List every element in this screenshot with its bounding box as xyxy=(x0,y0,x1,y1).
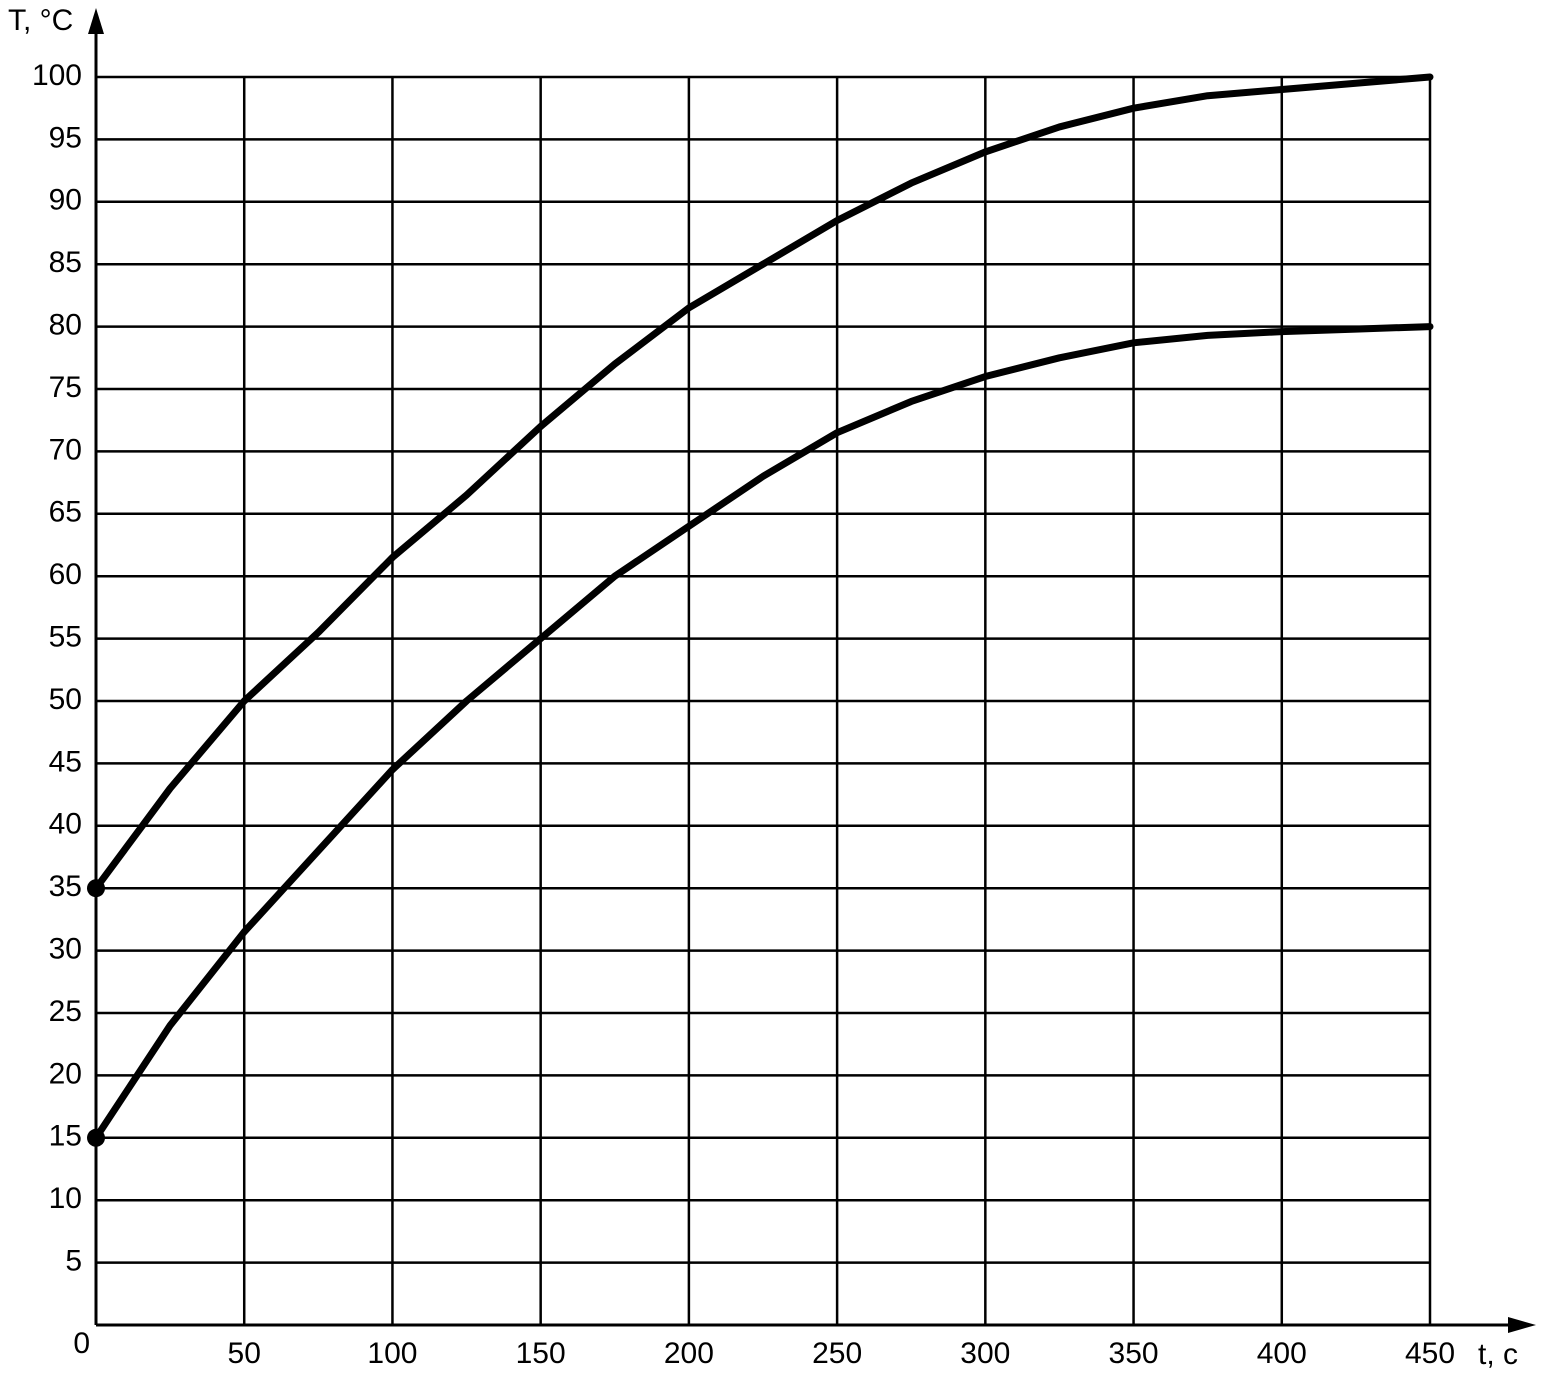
y-tick-label: 5 xyxy=(65,1245,82,1278)
x-tick-label: 400 xyxy=(1257,1337,1307,1370)
y-tick-label: 20 xyxy=(49,1057,82,1090)
start-marker xyxy=(87,879,105,898)
x-tick-label: 350 xyxy=(1109,1337,1159,1370)
y-tick-label: 55 xyxy=(49,621,82,654)
y-tick-label: 30 xyxy=(49,933,82,966)
y-tick-label: 100 xyxy=(32,59,82,92)
y-tick-label: 35 xyxy=(49,870,82,903)
line xyxy=(92,73,1434,892)
y-tick-label: 10 xyxy=(49,1182,82,1215)
y-tick-label: 90 xyxy=(49,184,82,217)
x-tick-label: 200 xyxy=(664,1337,714,1370)
x-tick-label: 100 xyxy=(367,1337,417,1370)
x-tick-label: 450 xyxy=(1405,1337,1455,1370)
x-tick-label: 300 xyxy=(960,1337,1010,1370)
y-tick-label: 50 xyxy=(49,683,82,716)
x-tick-label: 250 xyxy=(812,1337,862,1370)
y-tick-label: 80 xyxy=(49,309,82,342)
y-tick-label: 60 xyxy=(49,558,82,591)
start-marker xyxy=(87,1128,105,1147)
y-tick-label: 0 xyxy=(73,1327,90,1360)
x-axis-label: t, c xyxy=(1478,1338,1518,1371)
y-tick-label: 25 xyxy=(49,995,82,1028)
x-tick-label: 150 xyxy=(516,1337,566,1370)
y-tick-label: 45 xyxy=(49,745,82,778)
y-axis-arrow xyxy=(88,8,104,34)
y-tick-label: 95 xyxy=(49,121,82,154)
y-tick-label: 40 xyxy=(49,808,82,841)
y-tick-label: 85 xyxy=(49,246,82,279)
y-axis-label: T, °C xyxy=(8,4,73,37)
line xyxy=(92,323,1434,1142)
y-tick-label: 70 xyxy=(49,433,82,466)
y-tick-label: 75 xyxy=(49,371,82,404)
y-tick-label: 65 xyxy=(49,496,82,529)
x-tick-label: 50 xyxy=(228,1337,261,1370)
x-axis-arrow xyxy=(1508,1317,1536,1333)
y-tick-label: 15 xyxy=(49,1120,82,1153)
